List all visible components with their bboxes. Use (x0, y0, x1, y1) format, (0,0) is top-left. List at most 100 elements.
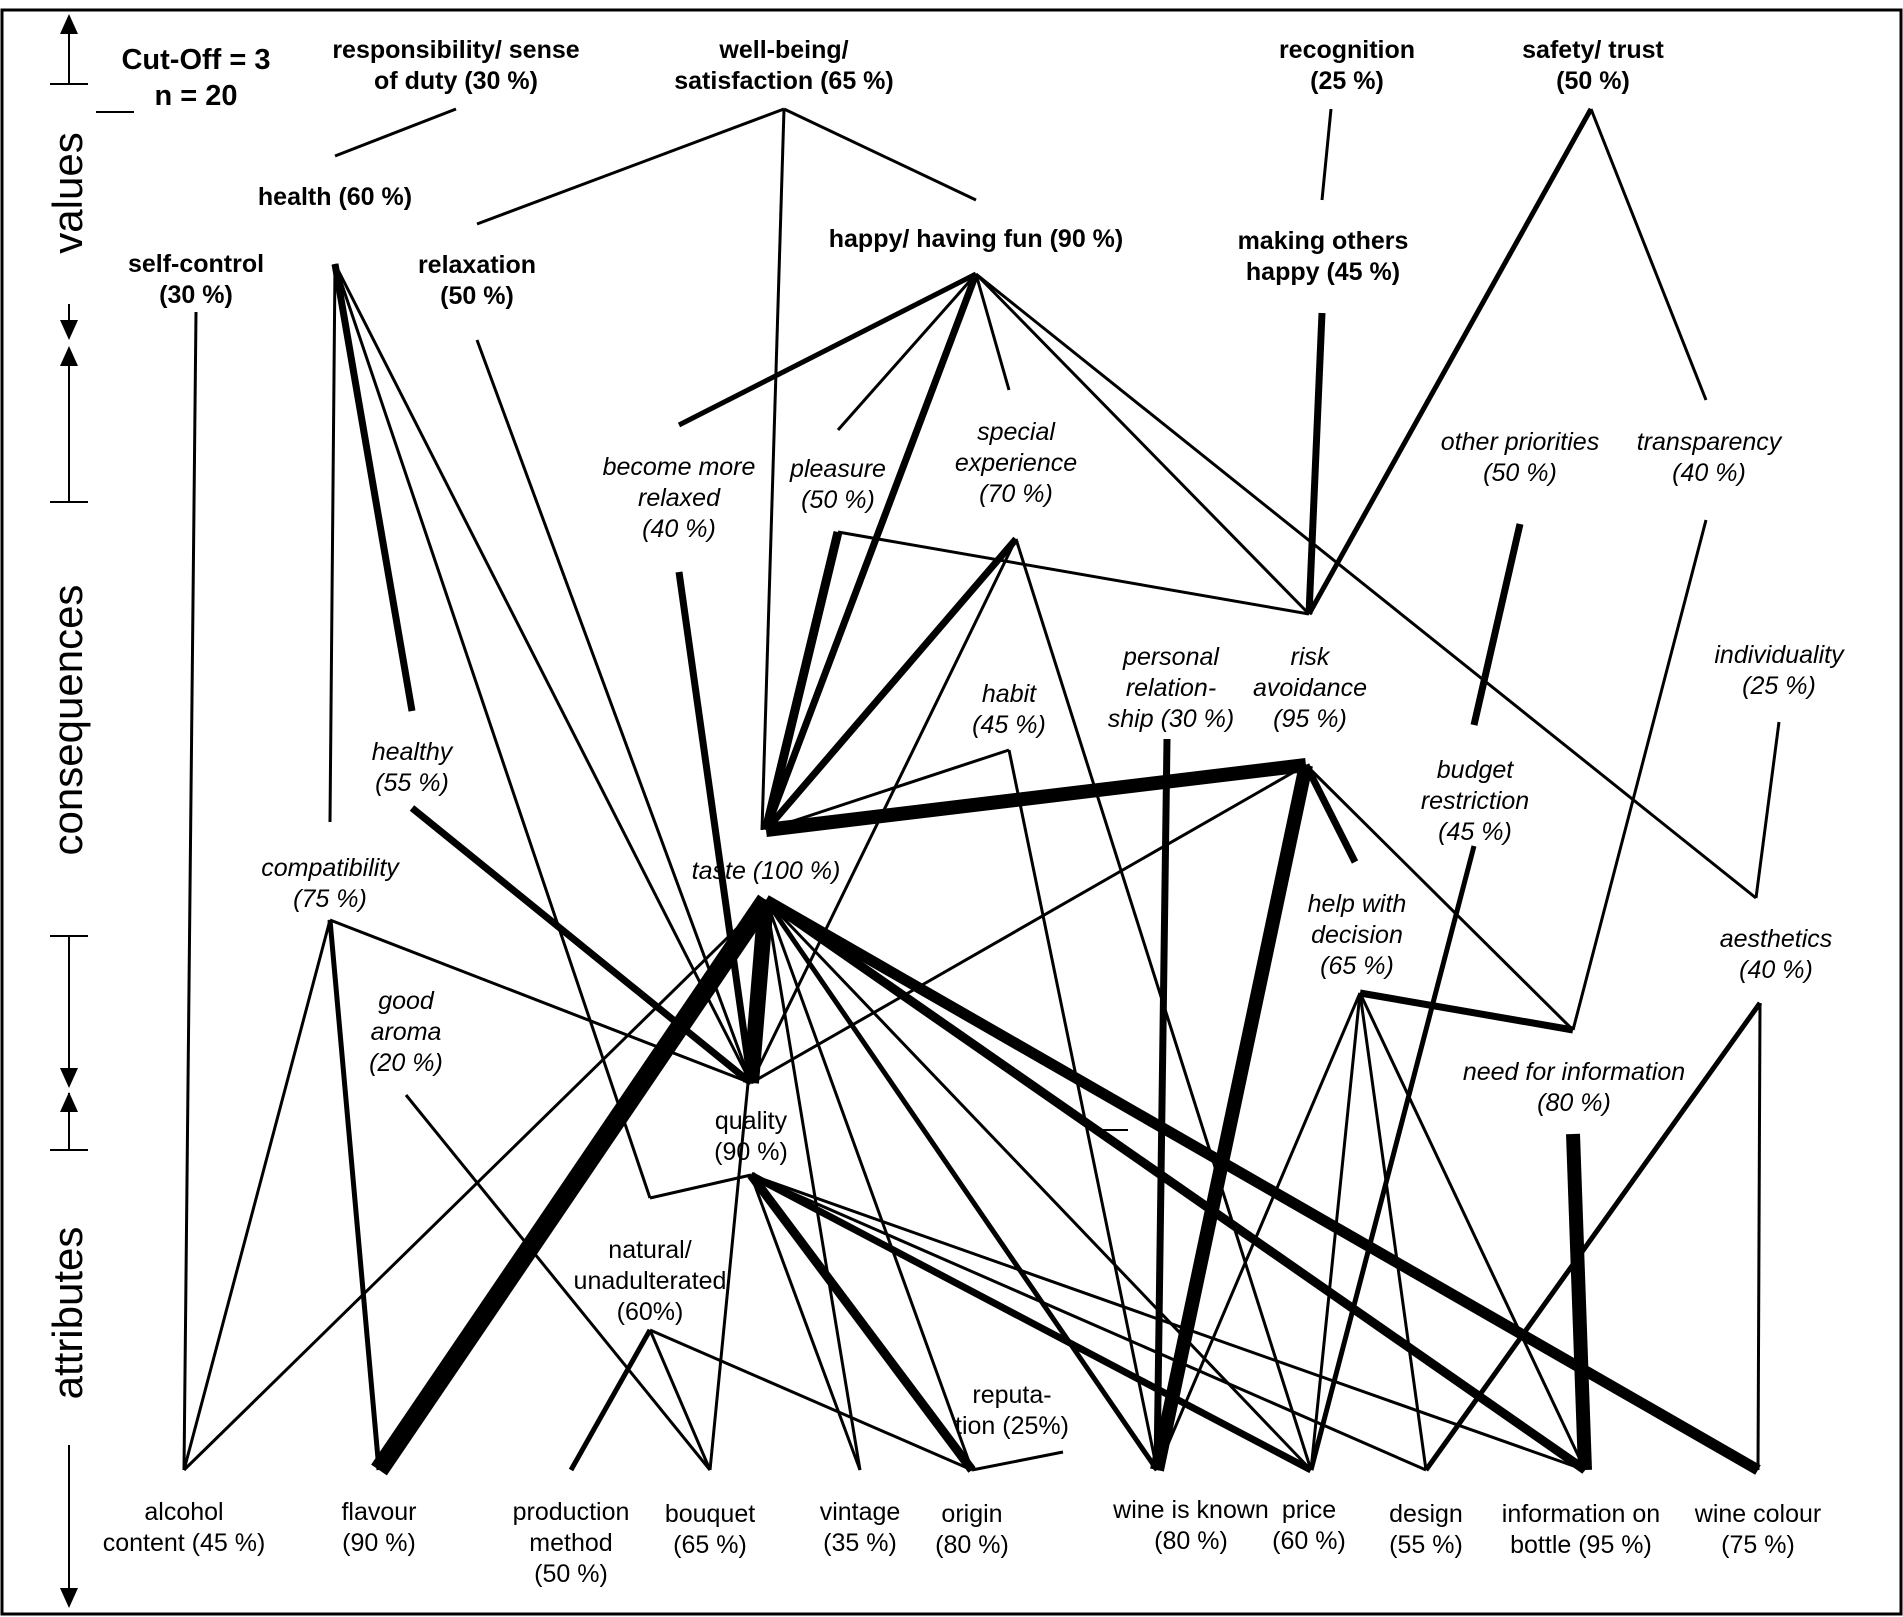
node-helpdecision-line: help with (1308, 890, 1407, 918)
node-natural-line: unadulterated (574, 1267, 727, 1295)
link-transparency-needinfo (1571, 519, 1708, 1031)
node-infobottle-line: information on (1502, 1500, 1660, 1528)
link-taste-price (764, 898, 1313, 1472)
node-individuality-line: individuality (1714, 641, 1845, 669)
node-risk: risk avoidance (95 %) (1253, 643, 1367, 733)
node-otherpriorities-line: (50 %) (1483, 459, 1557, 487)
node-vintage-line: vintage (820, 1498, 901, 1526)
node-bouquet-line: (65 %) (673, 1531, 747, 1559)
level-label-consequences: consequences (44, 585, 91, 856)
node-goodaroma-line: good (378, 987, 435, 1015)
node-special-line: special (977, 418, 1056, 446)
node-responsibility: responsibility/ sense of duty (30 %) (332, 36, 579, 95)
node-pleasure: pleasure (50 %) (789, 455, 886, 514)
node-happy-line: happy/ having fun (90 %) (829, 225, 1123, 253)
node-taste: taste (100 %) (692, 857, 841, 885)
node-needinfo-line: (80 %) (1537, 1089, 1611, 1117)
node-compatibility: compatibility (75 %) (261, 854, 400, 913)
node-labels: responsibility/ sense of duty (30 %) well-… (103, 36, 1845, 1588)
node-natural-line: (60%) (617, 1298, 684, 1326)
node-alcohol-line: alcohol (144, 1498, 223, 1526)
link-taste-infobottle (763, 896, 1588, 1474)
node-budget-line: restriction (1421, 787, 1529, 815)
link-taste-wineknown (763, 898, 1160, 1472)
link-helpdecision-infobottle (1358, 992, 1587, 1471)
node-helpdecision-line: decision (1311, 921, 1403, 949)
node-transparency-line: transparency (1637, 428, 1783, 456)
node-safety-line: safety/ trust (1522, 36, 1664, 64)
node-bouquet: bouquet (65 %) (665, 1500, 755, 1559)
link-quality-price (749, 1171, 1313, 1474)
node-personal-line: personal (1122, 643, 1220, 671)
node-quality-line: (90 %) (714, 1138, 788, 1166)
node-risk-line: avoidance (1253, 674, 1367, 702)
link-happy-aesthetics (975, 272, 1757, 900)
link-aesthetics-design (1423, 1001, 1763, 1472)
link-health-natural (333, 263, 652, 1199)
node-habit: habit (45 %) (972, 680, 1046, 739)
node-goodaroma-line: aroma (371, 1018, 442, 1046)
node-health-line: health (60 %) (258, 183, 412, 211)
link-taste-vintage (764, 899, 862, 1471)
node-healthy: healthy (55 %) (372, 738, 454, 797)
node-natural-line: natural/ (608, 1236, 691, 1264)
link-health-quality (333, 263, 753, 1084)
link-habit-taste (765, 748, 1010, 832)
node-individuality-line: (25 %) (1742, 672, 1816, 700)
link-quality-origin (747, 1172, 976, 1473)
node-alcohol: alcohol content (45 %) (103, 1498, 266, 1557)
link-risk-quality (750, 763, 1307, 1085)
node-design-line: (55 %) (1389, 1531, 1463, 1559)
node-infobottle: information on bottle (95 %) (1502, 1500, 1660, 1559)
node-selfcontrol-line: self-control (128, 250, 264, 278)
node-wineknown-line: wine is known (1112, 1496, 1269, 1524)
link-safety-risk (1306, 107, 1594, 616)
link-habit-wineknown (1007, 749, 1159, 1471)
link-happy-taste (762, 272, 980, 832)
node-recognition: recognition (25 %) (1279, 36, 1415, 95)
node-flavour-line: flavour (341, 1498, 416, 1526)
node-winecolour: wine colour (75 %) (1694, 1500, 1821, 1559)
link-needinfo-infobottle (1566, 1133, 1592, 1471)
node-risk-line: risk (1291, 643, 1331, 671)
node-personal-line: ship (30 %) (1108, 705, 1234, 733)
node-needinfo-line: need for information (1463, 1058, 1685, 1086)
node-helpdecision: help with decision (65 %) (1308, 890, 1407, 980)
node-otherpriorities-line: other priorities (1441, 428, 1599, 456)
node-compatibility-line: (75 %) (293, 885, 367, 913)
link-budget-price (1308, 845, 1477, 1471)
node-special-line: experience (955, 449, 1077, 477)
node-pleasure-line: (50 %) (801, 486, 875, 514)
link-recognition-makingothers (1320, 108, 1333, 201)
diagram-frame (0, 8, 1903, 1616)
link-wellbeing-relaxation (476, 107, 785, 226)
node-becomerelaxed-line: become more (603, 453, 756, 481)
node-wineknown-line: (80 %) (1154, 1527, 1228, 1555)
link-quality-vintage (749, 1174, 862, 1471)
node-recognition-line: recognition (1279, 36, 1415, 64)
node-price: price (60 %) (1272, 1496, 1346, 1555)
link-happy-risk (974, 272, 1311, 616)
node-relaxation-line: relaxation (418, 251, 536, 279)
link-goodaroma-bouquet (404, 1094, 712, 1471)
link-taste-alcohol (182, 898, 768, 1472)
node-origin: origin (80 %) (935, 1500, 1009, 1559)
link-taste-bouquet (708, 899, 768, 1471)
node-healthy-line: (55 %) (375, 769, 449, 797)
node-health: health (60 %) (258, 183, 412, 211)
node-risk-line: (95 %) (1273, 705, 1347, 733)
link-lines (182, 107, 1781, 1476)
link-aesthetics-winecolour (1756, 1002, 1762, 1471)
node-goodaroma-line: (20 %) (369, 1049, 443, 1077)
link-reputation-origin (971, 1450, 1064, 1472)
link-quality-infobottle (750, 1173, 1586, 1472)
node-relaxation-line: (50 %) (440, 282, 514, 310)
node-flavour: flavour (90 %) (341, 1498, 416, 1557)
link-pleasure-risk (837, 530, 1310, 616)
node-transparency: transparency (40 %) (1637, 428, 1783, 487)
node-habit-line: habit (982, 680, 1037, 708)
node-price-line: (60 %) (1272, 1527, 1346, 1555)
node-wellbeing-line: well-being/ (718, 36, 848, 64)
node-compatibility-line: compatibility (261, 854, 400, 882)
